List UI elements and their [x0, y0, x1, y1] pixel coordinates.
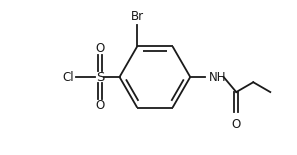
- Text: Cl: Cl: [63, 71, 74, 84]
- Text: O: O: [232, 118, 241, 131]
- Text: Br: Br: [131, 10, 144, 23]
- Text: S: S: [96, 71, 104, 84]
- Text: O: O: [95, 99, 105, 112]
- Text: O: O: [95, 42, 105, 55]
- Text: NH: NH: [209, 71, 226, 84]
